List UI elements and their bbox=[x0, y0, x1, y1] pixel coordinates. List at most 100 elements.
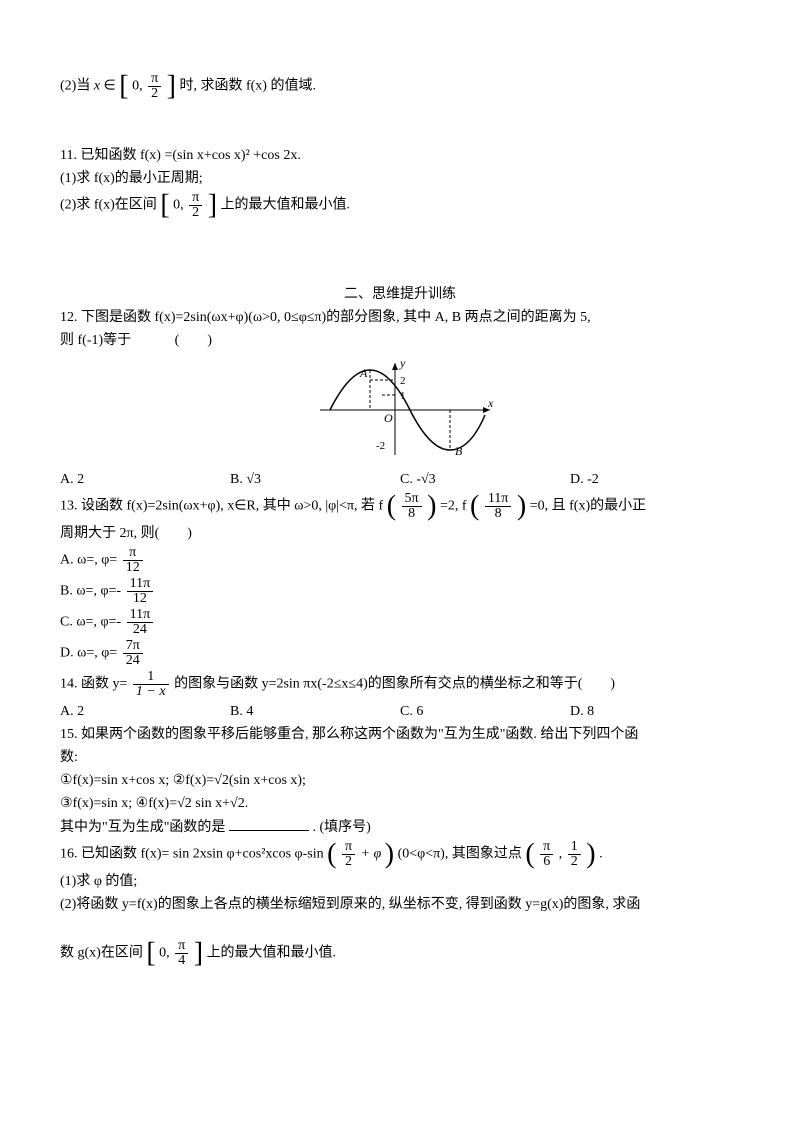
fraction: π 6 bbox=[540, 840, 553, 869]
text: 时, 求函数 f(x) 的值域. bbox=[179, 79, 316, 94]
blank bbox=[229, 816, 309, 831]
var-x: x bbox=[94, 79, 100, 94]
q13-optC: C. ω=, φ=- 11π 24 bbox=[60, 608, 740, 637]
text: D. ω=, φ= bbox=[60, 646, 117, 661]
q13-optB: B. ω=, φ=- 11π 12 bbox=[60, 577, 740, 606]
spacer bbox=[60, 103, 740, 143]
text: . bbox=[599, 847, 603, 862]
denominator: 6 bbox=[540, 855, 553, 869]
interval-start: 0, bbox=[159, 946, 170, 961]
q13-title: 13. 设函数 f(x)=2sin(ωx+φ), x∈R, 其中 ω>0, |φ… bbox=[60, 492, 740, 521]
numerator: π bbox=[342, 840, 355, 855]
interval-start: 0, bbox=[132, 79, 143, 94]
denominator: 1 − x bbox=[133, 685, 169, 699]
text: 上的最大值和最小值. bbox=[207, 946, 337, 961]
text: 则 f(-1)等于 bbox=[60, 333, 131, 348]
lparen: ( bbox=[327, 839, 336, 870]
rbracket: ] bbox=[194, 938, 203, 969]
Olabel: O bbox=[384, 411, 393, 425]
text: 数 g(x)在区间 bbox=[60, 946, 143, 961]
denominator: 2 bbox=[189, 206, 202, 220]
Blabel: B bbox=[455, 444, 463, 458]
fraction: 1 1 − x bbox=[133, 670, 169, 699]
denominator: 24 bbox=[127, 623, 154, 637]
q14-options: A. 2 B. 4 C. 6 D. 8 bbox=[60, 701, 740, 722]
text: (2)当 bbox=[60, 79, 94, 94]
optC: C. 6 bbox=[400, 701, 570, 722]
text: 上的最大值和最小值. bbox=[221, 198, 351, 213]
text: =0, 且 f(x)的最小正 bbox=[530, 499, 646, 514]
in: ∈ bbox=[104, 79, 116, 94]
Alabel: A bbox=[359, 366, 368, 380]
text: 其中为"互为生成"函数的是 bbox=[60, 820, 225, 835]
q12-options: A. 2 B. √3 C. -√3 D. -2 bbox=[60, 469, 740, 490]
rbracket: ] bbox=[167, 71, 176, 102]
denominator: 8 bbox=[485, 507, 512, 521]
rparen: ) bbox=[385, 839, 394, 870]
rparen: ) bbox=[517, 491, 526, 522]
q16-l2: (1)求 φ 的值; bbox=[60, 871, 740, 892]
optD: D. -2 bbox=[570, 469, 740, 490]
denominator: 8 bbox=[402, 507, 422, 521]
interval-start: 0, bbox=[173, 198, 184, 213]
section2-heading: 二、思维提升训练 bbox=[60, 284, 740, 305]
optC: C. -√3 bbox=[400, 469, 570, 490]
fraction: π 2 bbox=[342, 840, 355, 869]
sep: , bbox=[559, 847, 563, 862]
optB: B. 4 bbox=[230, 701, 400, 722]
text: (0<φ<π), 其图象过点 bbox=[398, 847, 522, 862]
numerator: π bbox=[148, 72, 161, 87]
numerator: 11π bbox=[485, 492, 512, 507]
q15-l1: 15. 如果两个函数的图象平移后能够重合, 那么称这两个函数为"互为生成"函数.… bbox=[60, 724, 740, 745]
q16-l4: 数 g(x)在区间 [ 0, π 4 ] 上的最大值和最小值. bbox=[60, 939, 740, 968]
q15-l5: 其中为"互为生成"函数的是 . (填序号) bbox=[60, 816, 740, 838]
page: (2)当 x ∈ [ 0, π 2 ] 时, 求函数 f(x) 的值域. 11.… bbox=[0, 0, 800, 1010]
numerator: 1 bbox=[568, 840, 581, 855]
optD: D. 8 bbox=[570, 701, 740, 722]
optB: B. √3 bbox=[230, 469, 400, 490]
lparen: ( bbox=[387, 491, 396, 522]
text: 14. 函数 y= bbox=[60, 677, 127, 692]
text: B. ω=, φ=- bbox=[60, 584, 121, 599]
q13-optA: A. ω=, φ= π 12 bbox=[60, 546, 740, 575]
lparen: ( bbox=[470, 491, 479, 522]
fraction: 11π 8 bbox=[485, 492, 512, 521]
fraction: π 12 bbox=[123, 546, 143, 575]
fraction: π 2 bbox=[189, 191, 202, 220]
ylabel: y bbox=[399, 356, 406, 370]
numerator: π bbox=[123, 546, 143, 561]
fraction: 5π 8 bbox=[402, 492, 422, 521]
optA: A. 2 bbox=[60, 701, 230, 722]
numerator: 5π bbox=[402, 492, 422, 507]
numerator: 11π bbox=[127, 608, 154, 623]
q16-l1: 16. 已知函数 f(x)= sin 2xsin φ+cos²xcos φ-si… bbox=[60, 840, 740, 869]
numerator: π bbox=[540, 840, 553, 855]
rparen: ) bbox=[427, 491, 436, 522]
fraction: 11π 24 bbox=[127, 608, 154, 637]
text: A. ω=, φ= bbox=[60, 553, 117, 568]
plus-phi: + φ bbox=[361, 847, 382, 862]
tick2: 2 bbox=[400, 375, 406, 387]
q12-title-a: 12. 下图是函数 f(x)=2sin(ωx+φ)(ω>0, 0≤φ≤π)的部分… bbox=[60, 307, 740, 328]
q11-p1: (1)求 f(x)的最小正周期; bbox=[60, 168, 740, 189]
q15-l3: ①f(x)=sin x+cos x; ②f(x)=√2(sin x+cos x)… bbox=[60, 770, 740, 791]
q11-title: 11. 已知函数 f(x) =(sin x+cos x)² +cos 2x. bbox=[60, 145, 740, 166]
text: . (填序号) bbox=[312, 820, 370, 835]
lbracket: [ bbox=[119, 71, 128, 102]
xlabel: x bbox=[487, 396, 494, 410]
spacer bbox=[60, 262, 740, 282]
spacer bbox=[60, 917, 740, 937]
numerator: π bbox=[189, 191, 202, 206]
fraction: 11π 12 bbox=[127, 577, 154, 606]
text: 16. 已知函数 f(x)= sin 2xsin φ+cos²xcos φ-si… bbox=[60, 847, 324, 862]
denominator: 12 bbox=[127, 592, 154, 606]
text: =2, f bbox=[440, 499, 467, 514]
numerator: 7π bbox=[123, 639, 143, 654]
q12-graph: y x A B O 2 1 -2 bbox=[300, 355, 500, 465]
lbracket: [ bbox=[146, 938, 155, 969]
q12-title-b: 则 f(-1)等于 ( ) bbox=[60, 330, 740, 351]
text: (2)求 f(x)在区间 bbox=[60, 198, 157, 213]
q10-2: (2)当 x ∈ [ 0, π 2 ] 时, 求函数 f(x) 的值域. bbox=[60, 72, 740, 101]
denominator: 4 bbox=[175, 954, 188, 968]
denominator: 2 bbox=[148, 87, 161, 101]
